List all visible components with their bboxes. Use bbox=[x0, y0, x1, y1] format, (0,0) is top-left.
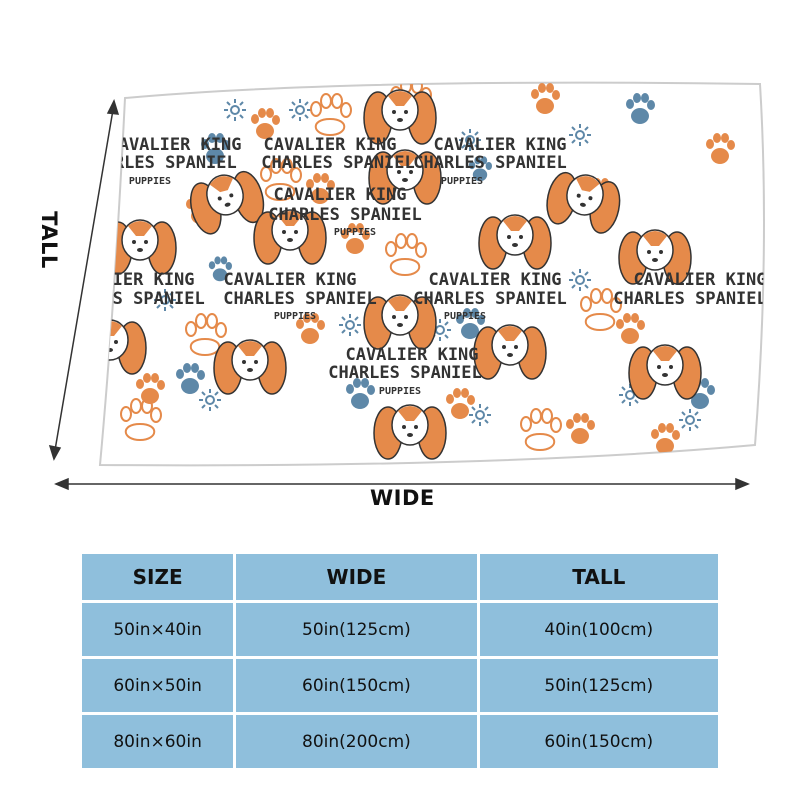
print-text-line3: PUPPIES bbox=[379, 386, 421, 397]
cell-size: 80in×60in bbox=[82, 715, 234, 768]
cell-tall: 50in(125cm) bbox=[479, 659, 718, 712]
print-text-line1: CAVALIER KING bbox=[263, 135, 396, 155]
table-row: 50in×40in 50in(125cm) 40in(100cm) bbox=[82, 603, 718, 656]
tall-dimension-label: TALL bbox=[36, 211, 61, 269]
print-text-line2: CHARLES SPANIEL bbox=[413, 289, 567, 309]
print-text-line3: PUPPIES bbox=[274, 311, 316, 322]
print-text-line1: CAVALIER KING bbox=[428, 270, 561, 290]
table-row: 60in×50in 60in(150cm) 50in(125cm) bbox=[82, 659, 718, 712]
print-text-line3: PUPPIES bbox=[129, 176, 171, 187]
blanket-product-image: CAVALIER KING CHARLES SPANIEL CAVALIER K… bbox=[48, 81, 767, 491]
print-text-line2: CHARLES SPANIEL bbox=[223, 289, 377, 309]
header-tall: TALL bbox=[479, 554, 718, 600]
print-text-line1: CAVALIER KING bbox=[345, 345, 478, 365]
cell-wide: 60in(150cm) bbox=[236, 659, 477, 712]
print-text-line1: CAVALIER KING bbox=[108, 135, 241, 155]
blanket: CAVALIER KING CHARLES SPANIEL CAVALIER K… bbox=[51, 81, 767, 467]
print-text-line2: CHARLES SPANIEL bbox=[613, 289, 767, 309]
size-table: SIZE WIDE TALL 50in×40in 50in(125cm) 40i… bbox=[79, 551, 721, 771]
print-text-line2: CHARLES SPANIEL bbox=[83, 153, 237, 173]
cell-tall: 60in(150cm) bbox=[479, 715, 718, 768]
print-text-line1: CAVALIER KING bbox=[273, 185, 406, 205]
print-text-line2: CHARLES SPANIEL bbox=[261, 153, 415, 173]
cell-size: 60in×50in bbox=[82, 659, 234, 712]
cell-tall: 40in(100cm) bbox=[479, 603, 718, 656]
print-text-line2: CHARLES SPANIEL bbox=[268, 205, 422, 225]
print-text-line3: PUPPIES bbox=[444, 311, 486, 322]
header-size: SIZE bbox=[82, 554, 234, 600]
print-text-line2: CHARLES SPANIEL bbox=[51, 289, 205, 309]
print-text-line2: CHARLES SPANIEL bbox=[413, 153, 567, 173]
table-header-row: SIZE WIDE TALL bbox=[82, 554, 718, 600]
wide-dimension-label: WIDE bbox=[370, 486, 435, 510]
print-text-line3: PUPPIES bbox=[441, 176, 483, 187]
print-text-line2: CHARLES SPANIEL bbox=[328, 363, 482, 383]
header-wide: WIDE bbox=[236, 554, 477, 600]
cell-wide: 50in(125cm) bbox=[236, 603, 477, 656]
print-text-line1: CAVALIER KING bbox=[61, 270, 194, 290]
cell-wide: 80in(200cm) bbox=[236, 715, 477, 768]
print-text-line3: PUPPIES bbox=[334, 227, 376, 238]
print-text-line1: CAVALIER KING bbox=[433, 135, 566, 155]
print-text-line1: CAVALIER KING bbox=[223, 270, 356, 290]
table-row: 80in×60in 80in(200cm) 60in(150cm) bbox=[82, 715, 718, 768]
cell-size: 50in×40in bbox=[82, 603, 234, 656]
print-text-line1: CAVALIER KING bbox=[633, 270, 766, 290]
